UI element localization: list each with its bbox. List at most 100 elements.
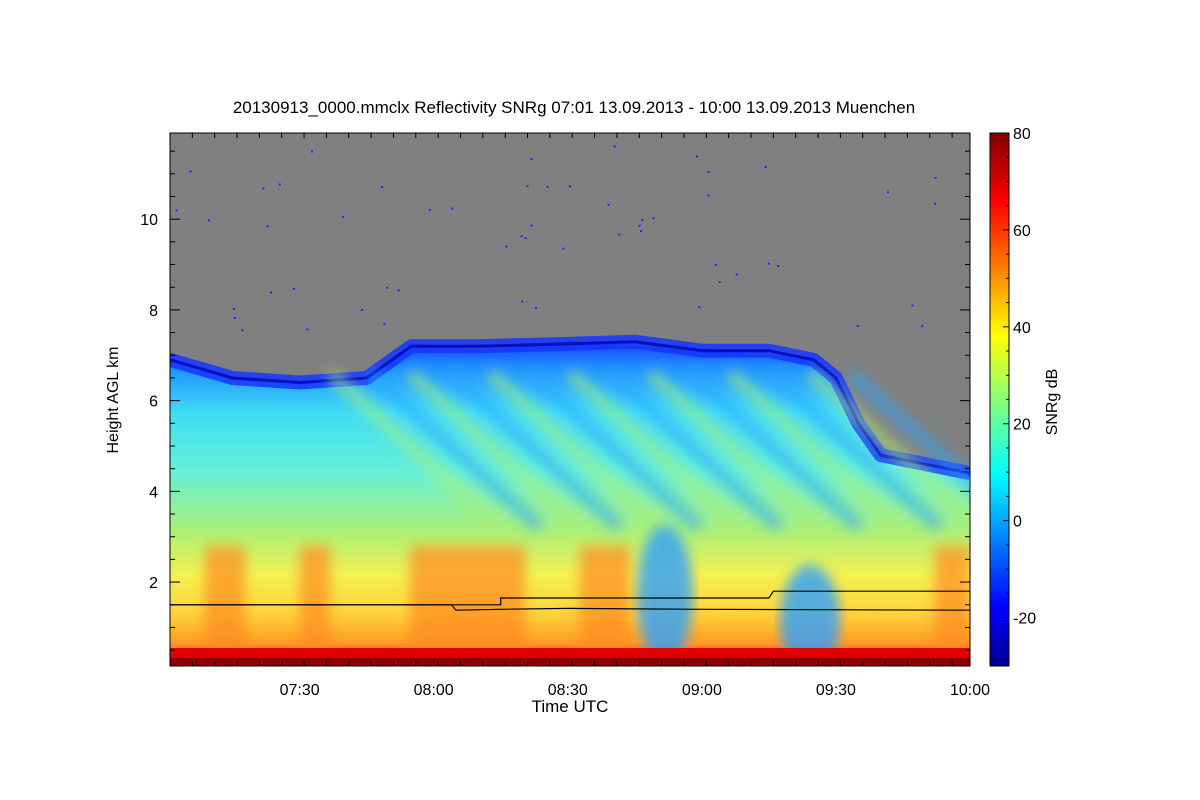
noise-speckle (530, 158, 533, 161)
noise-speckle (175, 209, 178, 212)
precip-column (205, 545, 245, 666)
y-tick-label: 6 (149, 394, 158, 411)
fall-streak (405, 368, 585, 533)
noise-speckle (381, 186, 384, 188)
fall-streak (605, 368, 785, 533)
fall-streak (525, 368, 705, 533)
fall-streak (685, 368, 865, 533)
x-tick-label: 09:00 (682, 682, 722, 699)
noise-speckle (360, 309, 363, 311)
plot-frame (169, 132, 971, 667)
noise-speckle (714, 263, 717, 266)
noise-speckle (306, 328, 309, 331)
noise-speckle (934, 202, 937, 205)
noise-speckle (618, 233, 621, 236)
noise-speckle (562, 247, 565, 250)
noise-speckle (735, 273, 738, 276)
noise-speckle (777, 265, 780, 267)
colorbar-tick-label: 20 (1013, 417, 1031, 434)
cloud-region (170, 340, 970, 666)
noise-speckle (607, 203, 610, 206)
chart-title: 20130913_0000.mmclx Reflectivity SNRg 07… (232, 98, 916, 117)
noise-speckle (311, 150, 313, 153)
colorbar-tick-label: 60 (1013, 223, 1031, 240)
boundary-lines (170, 590, 970, 611)
y-axis: 2 4 6 8 10 (140, 150, 970, 651)
precip-column (580, 545, 630, 666)
low-signal-pocket (637, 525, 693, 665)
noise-speckle (641, 219, 644, 222)
noise-speckle (208, 219, 211, 222)
y-tick-label: 4 (149, 484, 158, 501)
noise-speckle (546, 185, 549, 188)
noise-speckle (232, 308, 235, 310)
colorbar-axis: -20 0 20 40 60 80 (1003, 126, 1036, 667)
noise-speckle (451, 207, 454, 210)
fall-streak (365, 368, 545, 533)
noise-speckle (526, 185, 529, 188)
noise-speckle (520, 235, 523, 238)
fall-streak (325, 368, 505, 533)
noise-speckle (292, 287, 295, 290)
noise-speckle (911, 304, 914, 307)
fall-streak (645, 368, 825, 533)
noise-speckle (241, 329, 244, 332)
precip-column (480, 545, 525, 666)
y-tick-label: 2 (149, 575, 158, 592)
noise-speckle (270, 291, 273, 294)
ground-clutter-core (170, 658, 970, 666)
noise-speckle (764, 166, 767, 168)
fall-streak (485, 368, 665, 533)
noise-speckle (266, 225, 269, 228)
noise-speckle (652, 217, 655, 220)
noise-speckle (383, 322, 386, 325)
fall-streak (845, 368, 970, 492)
fall-streak (445, 368, 625, 533)
x-axis-label: Time UTC (531, 697, 609, 716)
precip-column (410, 545, 480, 666)
noise-speckle (856, 325, 859, 327)
precip-column (300, 545, 330, 666)
fall-streak (565, 368, 745, 533)
x-tick-label: 08:30 (548, 682, 588, 699)
noise-speckles (175, 145, 937, 332)
y-tick-label: 8 (149, 303, 158, 320)
colorbar-tick-label: 80 (1013, 126, 1031, 143)
x-tick-label: 09:30 (816, 682, 856, 699)
cloud-echo (170, 334, 970, 666)
noise-speckle (934, 176, 937, 179)
x-tick-label: 07:30 (280, 682, 320, 699)
noise-speckle (233, 317, 236, 319)
noise-speckle (342, 215, 345, 218)
noise-speckle (707, 194, 710, 197)
noise-speckle (505, 245, 508, 248)
fall-streak (805, 368, 970, 529)
noise-speckle (638, 224, 641, 227)
noise-speckle (568, 185, 571, 188)
x-tick-label: 10:00 (950, 682, 990, 699)
precip-column (935, 545, 970, 666)
precip-columns (205, 545, 970, 666)
colorbar-label: SNRg dB (1044, 368, 1061, 436)
noise-speckle (530, 224, 533, 227)
colorbar-tick-label: 0 (1013, 514, 1022, 531)
y-axis-label: Height AGL km (105, 346, 122, 454)
x-tick-label: 08:00 (414, 682, 454, 699)
colorbar-tick-label: 40 (1013, 320, 1031, 337)
fall-streak (725, 368, 905, 533)
noise-speckle (535, 306, 537, 309)
noise-speckle (524, 237, 527, 240)
fall-streak (765, 368, 945, 533)
x-axis: 07:30 08:00 08:30 09:00 09:30 10:00 (169, 133, 990, 699)
noise-speckle (262, 187, 265, 190)
noise-speckle (640, 230, 642, 233)
noise-speckle (521, 300, 524, 303)
noise-speckle (767, 262, 770, 265)
noise-speckle (397, 289, 400, 292)
noise-speckle (696, 155, 698, 158)
y-tick-label: 10 (140, 212, 158, 229)
noise-speckle (707, 171, 710, 173)
noise-speckle (428, 208, 431, 211)
noise-speckle (613, 145, 616, 148)
